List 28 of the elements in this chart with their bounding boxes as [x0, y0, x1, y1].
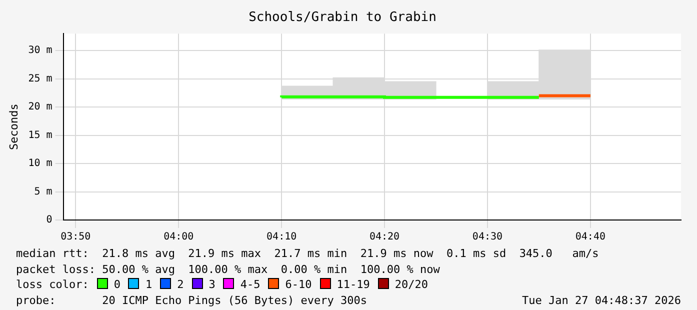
y-tick-label: 5 m [34, 186, 52, 198]
x-tick-label: 03:50 [60, 232, 91, 243]
y-tick-label: 30 m [28, 45, 52, 56]
y-tick-label: 20 m [28, 102, 52, 113]
legend-label: 2 [177, 278, 184, 291]
text: probe: 20 ICMP Echo Pings (56 Bytes) every 300s [16, 292, 367, 308]
x-tick-label: 04:20 [369, 232, 400, 243]
legend-label: 11-19 [336, 278, 370, 291]
y-tick-label: 0 [46, 214, 52, 226]
x-tick-label: 04:00 [164, 232, 194, 243]
legend-label: 20/20 [394, 278, 428, 291]
legend-label: 4-5 [240, 278, 260, 291]
y-axis-title: Seconds [7, 104, 20, 150]
chart-title: Schools/Grabin to Grabin [248, 10, 436, 26]
legend-label: 1 [145, 278, 152, 291]
y-tick-label: 15 m [28, 130, 52, 141]
x-tick-label: 04:10 [266, 232, 297, 243]
y-tick-label: 10 m [28, 158, 52, 170]
legend-label: 0 [114, 278, 120, 291]
legend-title: loss color: [16, 278, 89, 291]
text: Tue Jan 27 04:48:37 2026 [522, 292, 681, 308]
legend-label: 6-10 [285, 278, 312, 291]
y-tick-label: 25 m [28, 73, 52, 84]
x-tick-label: 04:40 [575, 232, 606, 243]
text: median rtt: 21.8 ms avg 21.9 ms max 21.7 ms min 21.9 ms now 0.1 ms sd 345.0 am/s [16, 246, 600, 262]
x-tick-label: 04:30 [472, 232, 503, 243]
legend-label: 3 [208, 278, 216, 291]
text: packet loss: 50.00 % avg 100.00 % max 0.00 % min 100.00 % now [16, 262, 441, 277]
